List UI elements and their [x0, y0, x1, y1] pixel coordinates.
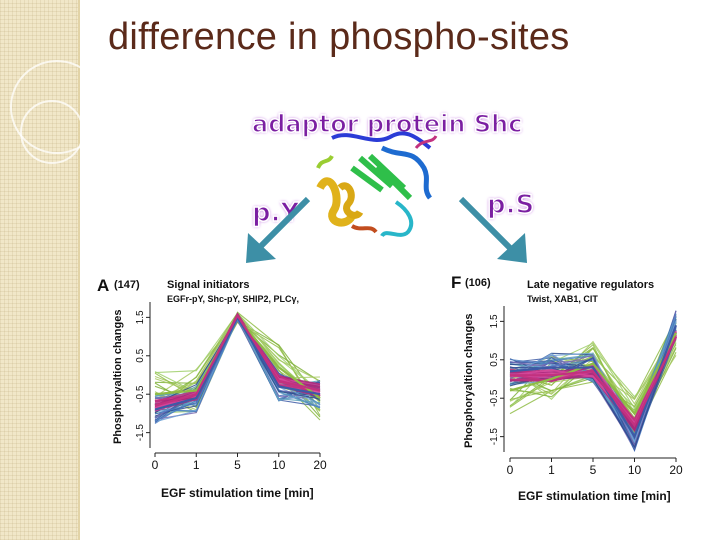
x-tick-label: 5 [590, 463, 597, 477]
x-tick-label: 5 [234, 458, 241, 472]
y-tick-label: -0.5 [135, 385, 146, 403]
x-tick-label: 20 [313, 458, 327, 472]
panel-a-chart: 1.5 0.5 -0.5 -1.5 0 1 5 10 20 [135, 302, 327, 472]
decor-swirl [20, 100, 84, 164]
x-tick-label: 1 [193, 458, 200, 472]
slide-title: difference in phospho-sites [108, 16, 570, 58]
panel-f-chart: 1.5 0.5 -0.5 -1.5 0 1 5 10 20 [489, 306, 683, 477]
panel-f-letter: F [451, 273, 462, 292]
background-divider [78, 0, 80, 540]
panel-a-ylabel: Phosphoryaltion changes [112, 309, 124, 444]
panel-f-subtitle: Twist, XAB1, CIT [527, 294, 598, 304]
series-green-line [509, 332, 677, 416]
panel-f-title: Late negative regulators [527, 279, 655, 291]
x-tick-label: 20 [669, 463, 683, 477]
y-tick-label: 1.5 [489, 314, 500, 328]
y-tick-label: 0.5 [135, 348, 146, 362]
ps-label: p.S [486, 189, 535, 221]
x-tick-label: 1 [548, 463, 555, 477]
panel-a-subtitle: EGFr-pY, Shc-pY, SHIP2, PLCγ, [167, 294, 300, 304]
x-tick-label: 10 [628, 463, 642, 477]
x-tick-label: 0 [507, 463, 514, 477]
y-tick-label: -0.5 [489, 389, 500, 407]
panel-f-ylabel: Phosphoryaltion changes [463, 313, 475, 448]
panel-a-xlabel: EGF stimulation time [min] [161, 486, 314, 500]
arrow-down-right-icon [458, 196, 527, 263]
protein-structure-icon [316, 131, 438, 238]
series-magenta-line [154, 313, 321, 407]
x-tick-label: 10 [272, 458, 286, 472]
panel-a-title: Signal initiators [167, 279, 250, 291]
panel-a-count: (147) [114, 279, 140, 291]
y-tick-label: 0.5 [489, 352, 500, 366]
y-tick-label: -1.5 [135, 424, 146, 442]
panel-f-count: (106) [465, 277, 491, 289]
panel-a-letter: A [97, 276, 110, 295]
y-tick-label: -1.5 [489, 428, 500, 446]
arrow-down-left-icon [246, 196, 311, 263]
series-magenta-line [510, 336, 677, 428]
y-tick-label: 1.5 [135, 310, 146, 324]
series-magenta-group [154, 312, 321, 412]
protein-title: adaptor protein Shc [251, 109, 523, 139]
panel-f-xlabel: EGF stimulation time [min] [518, 489, 671, 503]
series-blue-line [509, 324, 678, 440]
x-tick-label: 0 [152, 458, 159, 472]
